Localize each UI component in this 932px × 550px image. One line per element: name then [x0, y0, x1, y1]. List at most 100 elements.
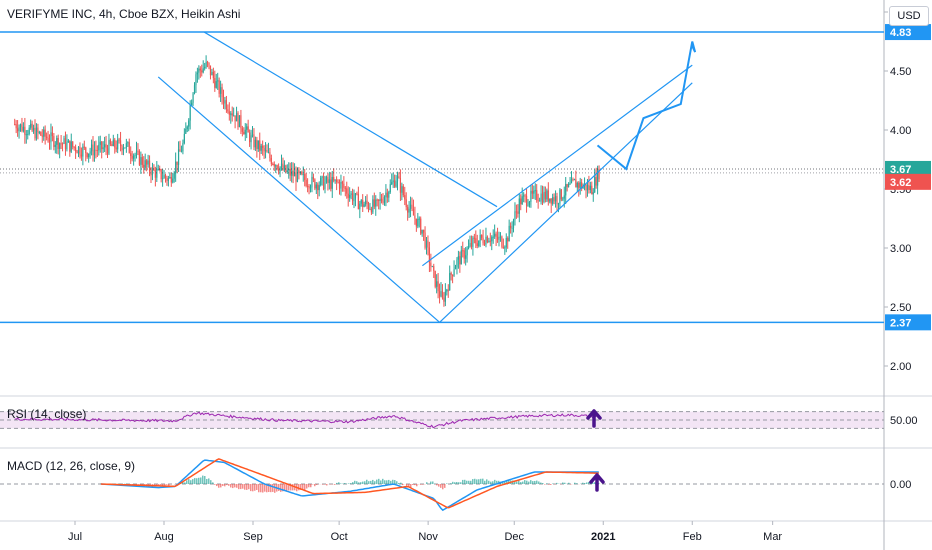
- candle-body: [568, 183, 570, 187]
- candle-body: [47, 137, 49, 142]
- time-tick-label: Aug: [154, 531, 174, 543]
- candle-body: [17, 128, 19, 132]
- candle-body: [463, 250, 465, 259]
- candle-body: [495, 233, 497, 237]
- candle-body: [220, 87, 222, 94]
- candle-body: [63, 138, 65, 144]
- candle-body: [262, 145, 264, 148]
- candle-body: [597, 169, 599, 186]
- candle-body: [412, 208, 415, 216]
- candle-body: [64, 138, 67, 150]
- price-label-horizontal-line: [885, 24, 931, 41]
- candle-body: [308, 185, 310, 189]
- candle-body: [59, 143, 61, 149]
- candle-body: [117, 139, 119, 150]
- candle-body: [212, 71, 214, 79]
- trend-line: [422, 64, 693, 267]
- candle-body: [53, 136, 55, 147]
- candle-body: [88, 153, 90, 158]
- candle-body: [533, 190, 535, 194]
- time-tick-label: 2021: [591, 531, 615, 543]
- candle-body: [521, 196, 523, 205]
- candle-body: [557, 203, 560, 205]
- candle-body: [61, 143, 64, 145]
- candle-body: [411, 204, 413, 209]
- candle-body: [550, 198, 552, 204]
- candle-body: [259, 140, 261, 151]
- candle-body: [582, 186, 584, 189]
- candle-body: [356, 193, 358, 195]
- candle-body: [460, 250, 462, 265]
- candle-body: [496, 236, 499, 240]
- candle-body: [249, 132, 251, 143]
- candle-body: [133, 155, 135, 159]
- candle-body: [266, 149, 268, 153]
- candle-body: [425, 240, 428, 248]
- candle-body: [373, 199, 375, 207]
- candle-body: [157, 168, 159, 170]
- candle-body: [186, 126, 188, 130]
- rsi-line: [14, 411, 600, 429]
- candle-body: [423, 229, 425, 233]
- candle-body: [572, 179, 574, 181]
- candle-body: [573, 179, 576, 181]
- candle-body: [96, 150, 98, 152]
- currency-button[interactable]: USD: [889, 6, 929, 26]
- candle-body: [288, 168, 290, 171]
- trend-line: [203, 31, 498, 208]
- candle-body: [225, 100, 228, 110]
- candle-body: [354, 193, 357, 199]
- candle-body: [183, 133, 185, 144]
- candle-body: [350, 193, 352, 195]
- candle-body: [376, 199, 378, 201]
- candle-body: [263, 147, 265, 152]
- candle-body: [476, 243, 478, 246]
- candle-body: [365, 200, 367, 205]
- time-tick-label: Sep: [243, 531, 263, 543]
- candle-body: [437, 281, 439, 292]
- candle-body: [592, 192, 594, 195]
- candle-body: [83, 146, 85, 148]
- candle-body: [201, 70, 203, 73]
- time-tick-label: Mar: [763, 531, 782, 543]
- candle-body: [531, 190, 533, 194]
- candle-body: [151, 167, 154, 176]
- candle-body: [499, 236, 502, 238]
- candle-body: [357, 194, 359, 210]
- candle-body: [102, 147, 104, 150]
- candle-body: [536, 190, 538, 201]
- rsi-title: RSI (14, close): [7, 407, 87, 421]
- candle-body: [379, 198, 381, 201]
- candle-body: [257, 140, 259, 149]
- candle-body: [48, 141, 51, 143]
- macd-up-arrow-icon: [589, 473, 605, 492]
- candle-body: [305, 179, 307, 186]
- candle-body: [82, 146, 84, 157]
- candle-body: [67, 140, 69, 143]
- candle-body: [93, 149, 96, 156]
- candle-body: [525, 195, 528, 206]
- candle-body: [115, 147, 117, 150]
- candle-body: [289, 168, 291, 176]
- candle-body: [398, 176, 400, 179]
- candle-body: [195, 74, 197, 86]
- candle-body: [375, 199, 377, 207]
- candle-body: [324, 181, 326, 190]
- candle-body: [198, 68, 200, 73]
- candle-body: [85, 147, 87, 153]
- candle-body: [80, 154, 83, 157]
- candle-body: [222, 97, 225, 104]
- candle-body: [167, 177, 170, 181]
- candle-body: [206, 61, 209, 63]
- candle-body: [404, 195, 406, 200]
- candle-body: [372, 199, 374, 213]
- candle-body: [30, 123, 32, 128]
- candle-body: [465, 255, 467, 259]
- candle-body: [243, 131, 245, 135]
- candle-body: [291, 170, 293, 176]
- candle-body: [554, 196, 557, 202]
- candle-body: [150, 170, 152, 176]
- candle-body: [40, 132, 42, 136]
- candle-body: [444, 291, 446, 302]
